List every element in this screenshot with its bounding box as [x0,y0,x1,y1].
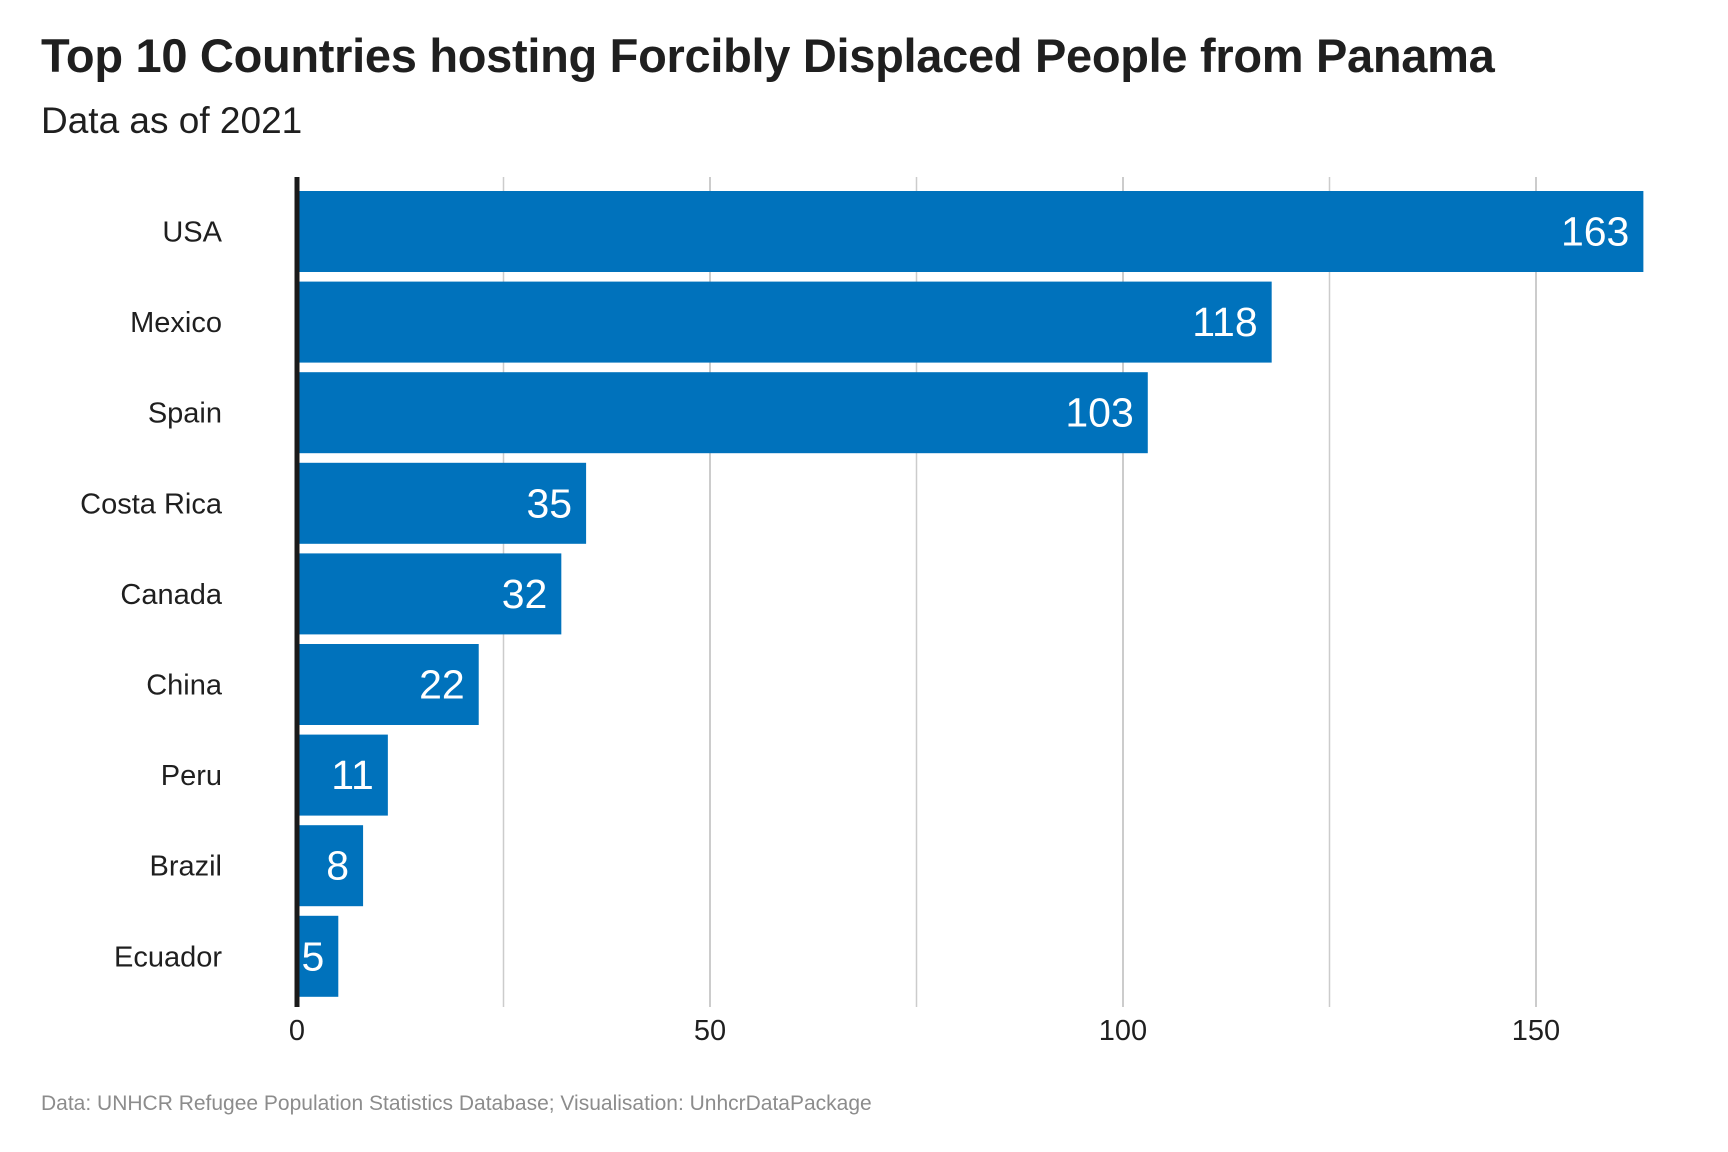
category-label: Mexico [130,307,222,339]
category-label: Canada [120,579,222,611]
bar-spain [297,372,1148,454]
bar-costa-rica [297,462,587,544]
value-label: 32 [502,571,548,617]
value-label: 103 [1065,390,1133,436]
bar-ecuador [297,915,339,997]
category-label: Ecuador [114,941,222,973]
value-label: 8 [326,843,349,889]
bars [297,191,1644,997]
category-label: Costa Rica [80,488,223,520]
value-label: 118 [1192,299,1257,345]
bar-brazil [297,825,364,907]
value-label: 163 [1561,209,1629,255]
x-tick-label: 0 [289,1015,305,1047]
category-label: Peru [161,760,222,792]
bar-china [297,644,479,725]
x-tick-label: 150 [1512,1015,1560,1047]
category-label: USA [162,217,222,249]
x-tick-label: 100 [1099,1015,1147,1047]
value-label: 11 [331,752,374,798]
bar-mexico [297,281,1272,363]
category-label: Spain [148,398,222,430]
value-label: 35 [526,480,572,526]
bar-peru [297,734,388,816]
chart-subtitle: Data as of 2021 [41,100,303,141]
bar-usa [297,191,1644,272]
category-label: Brazil [149,851,222,883]
value-label: 5 [301,933,324,979]
chart-title: Top 10 Countries hosting Forcibly Displa… [41,29,1495,82]
value-label: 22 [419,662,465,708]
bar-canada [297,553,562,635]
chart-caption: Data: UNHCR Refugee Population Statistic… [41,1092,872,1115]
x-tick-label: 50 [694,1015,726,1047]
category-label: China [146,670,223,702]
